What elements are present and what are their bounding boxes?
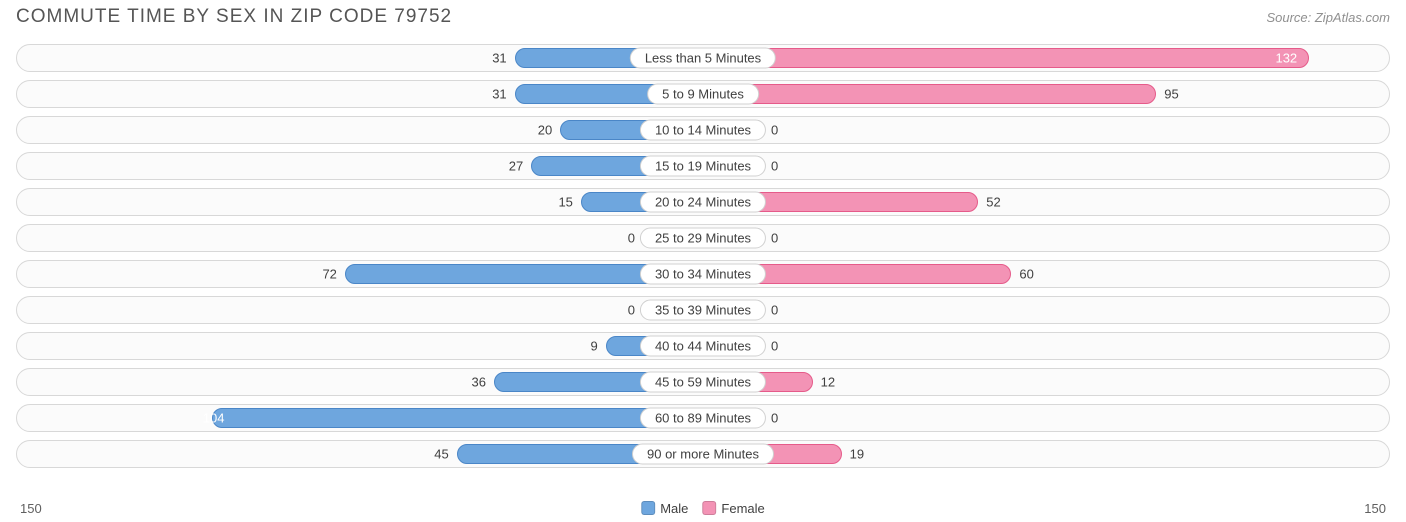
chart-area: 31 132 Less than 5 Minutes 31 95 5 to 9 Minut…	[16, 44, 1390, 492]
chart-row: 27 0 15 to 19 Minutes	[16, 152, 1390, 180]
category-label: 15 to 19 Minutes	[640, 156, 766, 177]
male-value: 31	[492, 51, 506, 66]
legend-label: Male	[660, 501, 688, 516]
male-value: 0	[628, 303, 635, 318]
axis-max-left: 150	[20, 501, 42, 516]
female-value: 19	[850, 447, 864, 462]
category-label: 30 to 34 Minutes	[640, 264, 766, 285]
chart-row: 45 19 90 or more Minutes	[16, 440, 1390, 468]
category-label: 45 to 59 Minutes	[640, 372, 766, 393]
female-value: 0	[771, 159, 778, 174]
legend: Male Female	[641, 501, 765, 516]
male-value: 0	[628, 231, 635, 246]
category-label: 60 to 89 Minutes	[640, 408, 766, 429]
male-value: 15	[558, 195, 572, 210]
male-value: 72	[322, 267, 336, 282]
male-value: 36	[472, 375, 486, 390]
female-value: 132	[1275, 51, 1297, 66]
male-bar	[212, 408, 703, 428]
female-value: 0	[771, 339, 778, 354]
male-value: 9	[591, 339, 598, 354]
chart-row: 31 95 5 to 9 Minutes	[16, 80, 1390, 108]
chart-footer: 150 Male Female 150	[16, 496, 1390, 516]
category-label: 40 to 44 Minutes	[640, 336, 766, 357]
chart-row: 0 0 35 to 39 Minutes	[16, 296, 1390, 324]
category-label: 10 to 14 Minutes	[640, 120, 766, 141]
chart-row: 15 52 20 to 24 Minutes	[16, 188, 1390, 216]
chart-row: 36 12 45 to 59 Minutes	[16, 368, 1390, 396]
male-value: 27	[509, 159, 523, 174]
male-value: 104	[203, 411, 225, 426]
category-label: 20 to 24 Minutes	[640, 192, 766, 213]
category-label: 90 or more Minutes	[632, 444, 774, 465]
female-value: 12	[821, 375, 835, 390]
category-label: Less than 5 Minutes	[630, 48, 776, 69]
chart-row: 31 132 Less than 5 Minutes	[16, 44, 1390, 72]
chart-row: 72 60 30 to 34 Minutes	[16, 260, 1390, 288]
category-label: 5 to 9 Minutes	[647, 84, 759, 105]
legend-item: Female	[702, 501, 764, 516]
legend-label: Female	[721, 501, 764, 516]
male-value: 20	[538, 123, 552, 138]
chart-row: 20 0 10 to 14 Minutes	[16, 116, 1390, 144]
female-value: 60	[1019, 267, 1033, 282]
chart-title: COMMUTE TIME BY SEX IN ZIP CODE 79752	[16, 6, 452, 28]
female-value: 0	[771, 231, 778, 246]
chart-source: Source: ZipAtlas.com	[1266, 6, 1390, 25]
chart-row: 104 0 60 to 89 Minutes	[16, 404, 1390, 432]
male-value: 45	[434, 447, 448, 462]
female-bar	[703, 84, 1156, 104]
category-label: 35 to 39 Minutes	[640, 300, 766, 321]
female-value: 95	[1164, 87, 1178, 102]
female-value: 0	[771, 303, 778, 318]
legend-swatch	[702, 501, 716, 515]
female-bar	[703, 48, 1309, 68]
chart-row: 0 0 25 to 29 Minutes	[16, 224, 1390, 252]
chart-row: 9 0 40 to 44 Minutes	[16, 332, 1390, 360]
axis-max-right: 150	[1364, 501, 1386, 516]
category-label: 25 to 29 Minutes	[640, 228, 766, 249]
female-value: 52	[986, 195, 1000, 210]
legend-item: Male	[641, 501, 688, 516]
male-value: 31	[492, 87, 506, 102]
legend-swatch	[641, 501, 655, 515]
female-value: 0	[771, 123, 778, 138]
female-value: 0	[771, 411, 778, 426]
